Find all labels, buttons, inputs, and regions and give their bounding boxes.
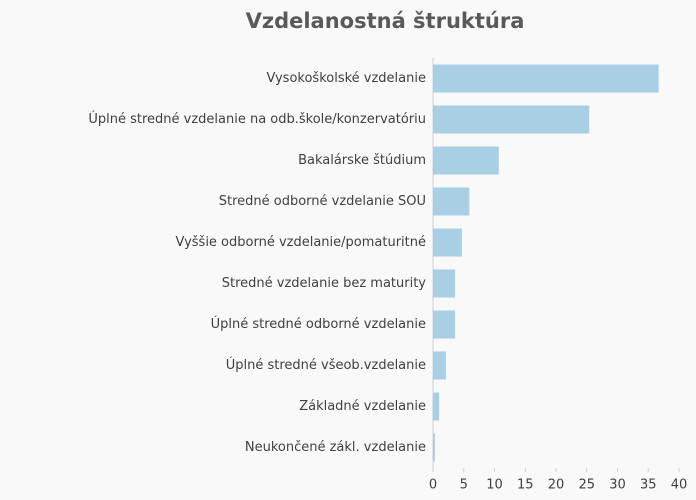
bar: [433, 146, 499, 175]
x-tick-label: 0: [429, 478, 437, 493]
y-tick-label: Stredné vzdelanie bez maturity: [222, 276, 427, 291]
y-tick-label: Vyššie odborné vzdelanie/pomaturitné: [176, 235, 426, 250]
bar: [433, 187, 470, 216]
chart-title: Vzdelanostná štruktúra: [246, 9, 525, 33]
y-tick-label: Úplné stredné vzdelanie na odb.škole/kon…: [88, 111, 426, 127]
bar: [433, 228, 462, 257]
x-tick-label: 20: [548, 478, 565, 493]
bar: [433, 351, 446, 380]
x-tick-label: 15: [517, 478, 534, 493]
y-tick-label: Úplné stredné všeob.vzdelanie: [226, 357, 426, 373]
y-tick-label: Úplné stredné odborné vzdelanie: [211, 316, 426, 332]
bar: [433, 310, 456, 339]
bar: [433, 392, 440, 421]
y-tick-label: Vysokoškolské vzdelanie: [266, 71, 426, 86]
y-tick-label: Neukončené zákl. vzdelanie: [245, 440, 426, 455]
x-tick-label: 25: [578, 478, 595, 493]
y-tick-label: Bakalárske štúdium: [298, 153, 426, 168]
bar: [433, 105, 590, 134]
bar: [433, 269, 456, 298]
x-tick-label: 40: [671, 478, 688, 493]
x-tick-label: 10: [486, 478, 503, 493]
y-tick-label: Základné vzdelanie: [299, 399, 426, 414]
x-tick-label: 35: [640, 478, 657, 493]
x-tick-label: 5: [460, 478, 468, 493]
x-tick-label: 30: [609, 478, 626, 493]
y-tick-label: Stredné odborné vzdelanie SOU: [219, 194, 426, 209]
bar: [433, 64, 659, 93]
bar: [433, 433, 435, 462]
